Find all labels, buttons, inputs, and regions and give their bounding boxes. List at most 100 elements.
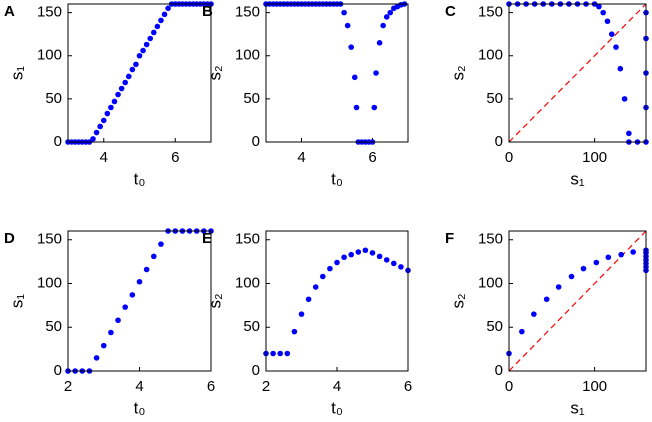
axes-box — [508, 230, 647, 372]
x-tick-label: 0 — [505, 149, 513, 166]
axes-box — [508, 3, 647, 143]
point — [298, 311, 305, 317]
point — [320, 273, 326, 280]
x-tick-label: 6 — [171, 149, 179, 166]
point — [344, 22, 351, 29]
x-tick-label: 2 — [262, 378, 270, 395]
point — [617, 65, 624, 72]
point — [383, 257, 390, 263]
point — [305, 296, 312, 303]
y-tick-label: 0 — [54, 362, 62, 379]
point — [143, 266, 150, 273]
axes-box — [265, 230, 409, 372]
y-tick-label: 100 — [478, 274, 503, 291]
point — [111, 98, 118, 105]
point — [115, 91, 121, 98]
point — [122, 79, 128, 86]
x-tick-label: 4 — [135, 378, 143, 395]
point — [608, 31, 615, 37]
point — [630, 249, 636, 255]
point — [154, 23, 161, 30]
point — [618, 251, 624, 258]
point — [147, 35, 154, 42]
point — [596, 3, 602, 10]
point — [136, 52, 143, 59]
point — [151, 253, 157, 260]
axes-box — [265, 3, 409, 143]
point — [158, 241, 164, 247]
point — [284, 350, 291, 357]
point — [104, 110, 111, 117]
panel-label: B — [202, 3, 213, 20]
point — [97, 123, 103, 130]
x-axis-label: s₁ — [570, 398, 585, 417]
point — [604, 18, 611, 25]
x-axis-label: t₀ — [331, 398, 343, 417]
axes-box — [67, 230, 212, 372]
y-tick-label: 50 — [45, 90, 62, 107]
y-axis-label: s₁ — [7, 66, 26, 81]
y-tick-label: 100 — [37, 274, 62, 291]
y-tick-label: 0 — [252, 133, 260, 150]
point — [341, 254, 347, 261]
point — [568, 273, 575, 280]
x-tick-label: 4 — [100, 149, 108, 166]
point — [334, 259, 340, 266]
y-tick-label: 100 — [235, 47, 260, 64]
point — [118, 85, 125, 92]
y-tick-label: 0 — [252, 362, 260, 379]
point — [133, 61, 139, 68]
point — [531, 311, 537, 317]
point — [136, 278, 143, 285]
point — [398, 264, 404, 270]
point — [621, 96, 628, 102]
reference-line — [508, 230, 647, 372]
y-tick-label: 150 — [235, 231, 260, 248]
point — [158, 17, 164, 24]
y-tick-label: 150 — [37, 231, 62, 248]
point — [387, 9, 394, 16]
panel-label: C — [445, 3, 456, 20]
y-tick-label: 50 — [486, 318, 503, 335]
x-tick-label: 6 — [404, 378, 412, 395]
point — [312, 284, 319, 290]
point — [355, 249, 362, 255]
point — [100, 117, 107, 124]
x-tick-label: 2 — [64, 378, 72, 395]
point — [353, 104, 360, 111]
point — [380, 22, 386, 29]
y-tick-label: 100 — [235, 274, 260, 291]
y-axis-label: s₂ — [448, 65, 467, 80]
y-tick-label: 0 — [495, 362, 503, 379]
point — [351, 74, 358, 81]
panel: F 0 50 100 150 0 100 s₁ s₂ — [445, 230, 649, 417]
x-tick-label: 6 — [207, 378, 215, 395]
point — [519, 328, 525, 335]
x-axis-label: s₁ — [570, 169, 585, 188]
x-tick-label: 0 — [505, 378, 513, 395]
point — [270, 350, 276, 357]
y-tick-label: 150 — [235, 4, 260, 21]
point — [543, 296, 550, 303]
point — [108, 329, 114, 336]
y-axis-label: s₁ — [7, 294, 26, 309]
panel: C 0 50 100 150 0 100 s₁ s₂ — [445, 1, 649, 188]
point — [600, 9, 606, 16]
point — [348, 44, 355, 50]
y-tick-label: 100 — [478, 47, 503, 64]
point — [555, 284, 562, 290]
x-tick-label: 6 — [368, 149, 376, 166]
y-tick-label: 50 — [486, 90, 503, 107]
point — [115, 317, 121, 324]
point — [580, 265, 587, 272]
y-axis-label: s₂ — [205, 293, 224, 308]
point — [129, 66, 136, 73]
y-tick-label: 50 — [243, 318, 260, 335]
point — [108, 104, 114, 111]
point — [93, 355, 100, 361]
y-tick-label: 0 — [495, 133, 503, 150]
point — [100, 342, 107, 349]
point — [605, 254, 612, 261]
y-tick-label: 150 — [37, 4, 62, 21]
x-tick-label: 4 — [333, 378, 341, 395]
